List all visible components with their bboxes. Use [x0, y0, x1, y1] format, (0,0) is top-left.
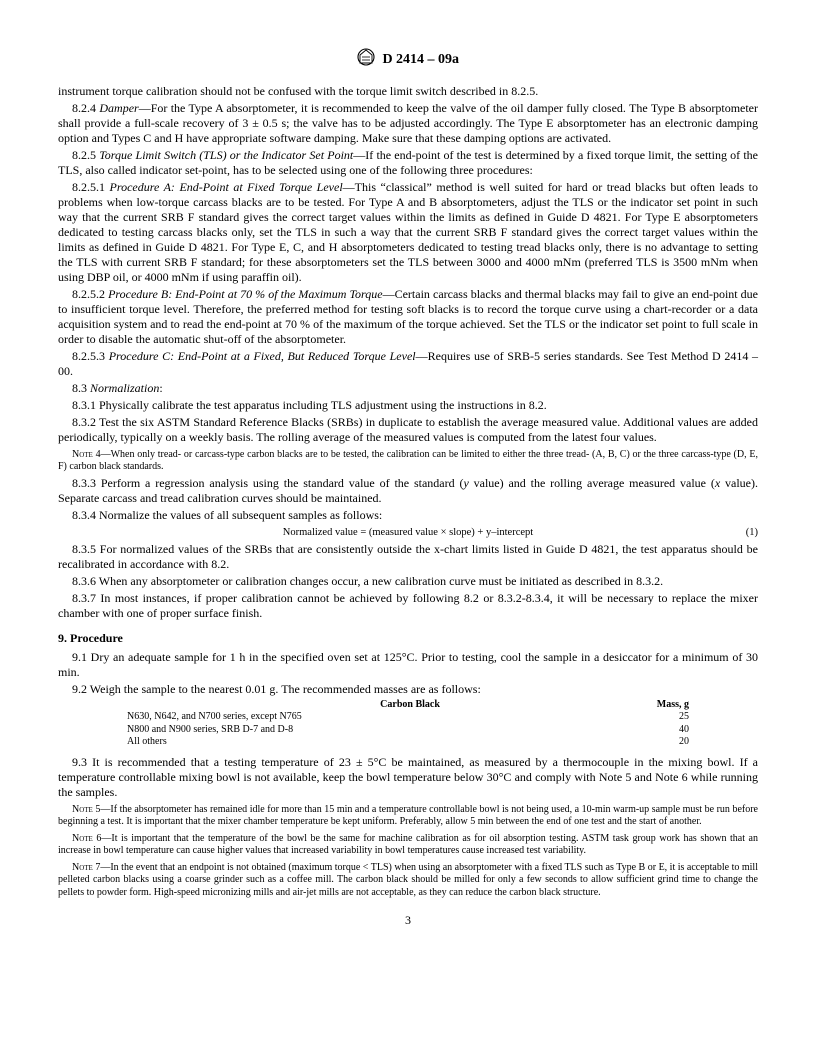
- page-number: 3: [58, 913, 758, 928]
- mass-table: Carbon Black Mass, g N630, N642, and N70…: [121, 699, 695, 749]
- equation-text: Normalized value = (measured value × slo…: [283, 527, 533, 538]
- title: Damper: [99, 101, 138, 115]
- para-8-3-6: 8.3.6 When any absorptometer or calibrat…: [58, 574, 758, 589]
- table-row: N630, N642, and N700 series, except N765…: [121, 711, 695, 724]
- note-label: Note 5: [72, 804, 100, 815]
- page-header: D 2414 – 09a: [58, 48, 758, 72]
- para-8-3-7: 8.3.7 In most instances, if proper calib…: [58, 591, 758, 621]
- note-7: Note 7—In the event that an endpoint is …: [58, 862, 758, 900]
- astm-logo-icon: [357, 48, 375, 72]
- intro-line: instrument torque calibration should not…: [58, 84, 758, 99]
- title: Procedure B: End-Point at 70 % of the Ma…: [108, 287, 383, 301]
- para-9-1: 9.1 Dry an adequate sample for 1 h in th…: [58, 650, 758, 680]
- note-label: Note 7: [72, 862, 100, 873]
- table-row: All others20: [121, 736, 695, 749]
- num: 8.2.5.2: [72, 287, 105, 301]
- col-mass: Mass, g: [585, 699, 695, 712]
- para-8-3-1: 8.3.1 Physically calibrate the test appa…: [58, 398, 758, 413]
- note-6: Note 6—It is important that the temperat…: [58, 833, 758, 858]
- equation-number: (1): [746, 526, 758, 539]
- col-carbon-black: Carbon Black: [121, 699, 585, 712]
- equation-1: Normalized value = (measured value × slo…: [58, 526, 758, 539]
- para-8-2-5-1: 8.2.5.1 Procedure A: End-Point at Fixed …: [58, 180, 758, 285]
- note-5: Note 5—If the absorptometer has remained…: [58, 804, 758, 829]
- para-8-3-4: 8.3.4 Normalize the values of all subseq…: [58, 508, 758, 523]
- note-text: —In the event that an endpoint is not ob…: [58, 862, 758, 898]
- title: Normalization: [90, 381, 159, 395]
- para-8-2-5-2: 8.2.5.2 Procedure B: End-Point at 70 % o…: [58, 287, 758, 347]
- num: 8.2.5: [72, 148, 96, 162]
- para-8-3: 8.3 Normalization:: [58, 381, 758, 396]
- title: Procedure C: End-Point at a Fixed, But R…: [109, 349, 416, 363]
- title: Torque Limit Switch (TLS) or the Indicat…: [99, 148, 353, 162]
- para-9-2: 9.2 Weigh the sample to the nearest 0.01…: [58, 682, 758, 697]
- para-8-3-2: 8.3.2 Test the six ASTM Standard Referen…: [58, 415, 758, 445]
- para-8-2-5-3: 8.2.5.3 Procedure C: End-Point at a Fixe…: [58, 349, 758, 379]
- note-text: —It is important that the temperature of…: [58, 833, 758, 857]
- note-label: Note 4: [72, 449, 101, 460]
- text: —This “classical” method is well suited …: [58, 180, 758, 284]
- num: 8.2.4: [72, 101, 96, 115]
- note-label: Note 6: [72, 833, 101, 844]
- section-9-heading: 9. Procedure: [58, 631, 758, 646]
- note-text: —If the absorptometer has remained idle …: [58, 804, 758, 828]
- num: 8.2.5.3: [72, 349, 105, 363]
- para-8-2-4: 8.2.4 Damper—For the Type A absorptomete…: [58, 101, 758, 146]
- note-4: Note 4—When only tread- or carcass-type …: [58, 449, 758, 474]
- title: Procedure A: End-Point at Fixed Torque L…: [110, 180, 343, 194]
- table-header-row: Carbon Black Mass, g: [121, 699, 695, 712]
- para-8-3-5: 8.3.5 For normalized values of the SRBs …: [58, 542, 758, 572]
- num: 8.2.5.1: [72, 180, 105, 194]
- num: 8.3: [72, 381, 87, 395]
- document-number: D 2414 – 09a: [382, 51, 459, 69]
- note-text: —When only tread- or carcass-type carbon…: [58, 449, 758, 473]
- table-row: N800 and N900 series, SRB D-7 and D-840: [121, 724, 695, 737]
- para-8-2-5: 8.2.5 Torque Limit Switch (TLS) or the I…: [58, 148, 758, 178]
- text: —For the Type A absorptometer, it is rec…: [58, 101, 758, 145]
- para-9-3: 9.3 It is recommended that a testing tem…: [58, 755, 758, 800]
- para-8-3-3: 8.3.3 Perform a regression analysis usin…: [58, 476, 758, 506]
